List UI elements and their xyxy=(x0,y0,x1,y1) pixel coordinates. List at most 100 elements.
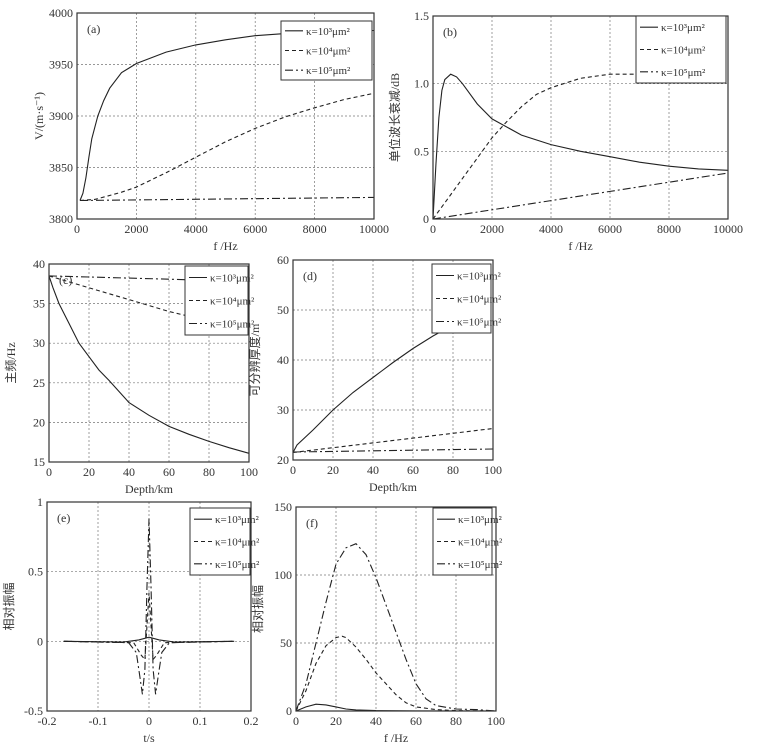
y-tick-label: 0 xyxy=(286,704,292,718)
series-line-3 xyxy=(295,543,497,712)
x-tick-label: 6000 xyxy=(243,222,267,236)
plot-frame xyxy=(292,259,494,461)
plot-frame xyxy=(46,501,252,712)
legend-label: κ=10⁴μm² xyxy=(458,537,503,549)
series-line-2 xyxy=(63,592,235,661)
x-tick-label: 0 xyxy=(46,465,52,479)
y-tick-label: 3850 xyxy=(49,161,73,175)
legend: κ=10³μm² κ=10⁴μm² κ=10⁵μm² xyxy=(189,507,260,576)
panel-label: (b) xyxy=(443,25,457,39)
x-tick-label: -0.1 xyxy=(89,714,108,728)
y-tick-label: 1 xyxy=(37,495,43,509)
x-axis-label: t/s xyxy=(143,731,155,745)
x-tick-label: 0 xyxy=(74,222,80,236)
y-tick-label: 3800 xyxy=(49,212,73,226)
x-tick-label: 60 xyxy=(407,463,419,477)
series-line-1 xyxy=(79,29,375,201)
y-tick-label: 20 xyxy=(33,415,45,429)
chart-panel-c: 0 20 40 60 80 100 15 20 25 30 35 40 (c) Depth/km 主频/Hz… xyxy=(4,257,258,496)
panel-label: (d) xyxy=(303,269,317,283)
series-line-1 xyxy=(292,324,454,453)
x-tick-label: 60 xyxy=(163,465,175,479)
y-tick-label: 1.5 xyxy=(414,9,429,23)
x-tick-label: 0.1 xyxy=(193,714,208,728)
y-tick-label: 40 xyxy=(277,353,289,367)
panel-label: (f) xyxy=(306,516,318,530)
y-axis-label: 相对振幅 xyxy=(250,585,265,633)
y-tick-label: 150 xyxy=(274,500,292,514)
series-line-3 xyxy=(79,196,375,202)
x-tick-label: 10000 xyxy=(713,222,743,236)
panel-label: (a) xyxy=(87,22,100,36)
legend: κ=10³μm² κ=10⁴μm² κ=10⁵μm² xyxy=(184,265,255,336)
series-line-1 xyxy=(295,703,497,712)
x-tick-label: 4000 xyxy=(539,222,563,236)
x-tick-label: 0 xyxy=(293,714,299,728)
x-tick-label: 100 xyxy=(240,465,258,479)
x-tick-label: 80 xyxy=(450,714,462,728)
y-tick-label: 60 xyxy=(277,253,289,267)
y-tick-label: 40 xyxy=(33,257,45,271)
x-tick-label: 6000 xyxy=(598,222,622,236)
y-tick-label: 15 xyxy=(33,455,45,469)
legend: κ=10³μm² κ=10⁴μm² κ=10⁵μm² xyxy=(280,20,373,81)
x-tick-label: 100 xyxy=(484,463,502,477)
legend-label: κ=10³μm² xyxy=(661,22,705,34)
x-axis-label: f /Hz xyxy=(213,239,237,253)
legend-label: κ=10⁵μm² xyxy=(458,559,503,571)
series-line-2 xyxy=(79,92,375,202)
y-tick-label: 50 xyxy=(280,636,292,650)
y-axis-label: 主频/Hz xyxy=(4,342,18,383)
x-tick-label: 20 xyxy=(330,714,342,728)
y-tick-label: 3900 xyxy=(49,109,73,123)
x-axis-label: Depth/km xyxy=(369,480,418,494)
x-tick-label: 0 xyxy=(146,714,152,728)
y-tick-label: 4000 xyxy=(49,6,73,20)
y-axis-label: 可分辨厚度/m xyxy=(247,323,262,396)
plot-frame xyxy=(295,506,497,712)
x-tick-label: 40 xyxy=(367,463,379,477)
x-tick-label: 2000 xyxy=(124,222,148,236)
y-tick-label: 35 xyxy=(33,297,45,311)
x-tick-label: 10000 xyxy=(359,222,389,236)
y-tick-label: 50 xyxy=(277,303,289,317)
series-line-2 xyxy=(295,635,497,712)
legend-label: κ=10⁴μm² xyxy=(457,294,502,306)
legend-label: κ=10⁴μm² xyxy=(306,46,351,58)
legend-label: κ=10⁴μm² xyxy=(661,45,706,57)
series-line-2 xyxy=(292,427,494,454)
plot-frame xyxy=(48,263,250,463)
legend-label: κ=10⁵μm² xyxy=(457,317,502,329)
legend-label: κ=10⁵μm² xyxy=(210,319,255,331)
series-line-3 xyxy=(432,172,729,220)
y-axis-label: V/(m·s⁻¹) xyxy=(32,92,46,140)
x-tick-label: 0 xyxy=(430,222,436,236)
legend: κ=10³μm² κ=10⁴μm² κ=10⁵μm² xyxy=(635,15,727,84)
plot-frame xyxy=(76,12,375,220)
x-tick-label: 80 xyxy=(203,465,215,479)
legend-label: κ=10³μm² xyxy=(458,514,502,526)
legend-label: κ=10³μm² xyxy=(457,271,501,283)
y-tick-label: 0.5 xyxy=(28,565,43,579)
y-tick-label: 20 xyxy=(277,453,289,467)
chart-panel-d: 0 20 40 60 80 1002030405060(d)Depth/km可分辨厚度/m… xyxy=(247,253,502,494)
legend-label: κ=10⁵μm² xyxy=(215,559,260,571)
y-tick-label: 0 xyxy=(423,212,429,226)
series-line-1 xyxy=(48,275,250,454)
x-tick-label: 20 xyxy=(327,463,339,477)
x-tick-label: 0.2 xyxy=(244,714,259,728)
x-tick-label: 100 xyxy=(487,714,505,728)
y-tick-label: 0.5 xyxy=(414,144,429,158)
y-axis-label: 单位波长衰减/dB xyxy=(387,73,402,162)
y-tick-label: 1.0 xyxy=(414,77,429,91)
x-axis-label: f /Hz xyxy=(568,239,592,253)
panel-label: (c) xyxy=(59,273,72,287)
series-line-3 xyxy=(63,518,235,695)
chart-panel-b: 0 2000 4000 6000 8000 10000 0 0.5 1.0 1.5 (b) f /Hz… xyxy=(387,9,743,253)
legend: κ=10³μm² κ=10⁴μm² κ=10⁵μm² xyxy=(432,507,503,576)
x-tick-label: 2000 xyxy=(480,222,504,236)
y-tick-label: 3950 xyxy=(49,58,73,72)
x-tick-label: 8000 xyxy=(303,222,327,236)
plot-frame xyxy=(432,15,729,220)
